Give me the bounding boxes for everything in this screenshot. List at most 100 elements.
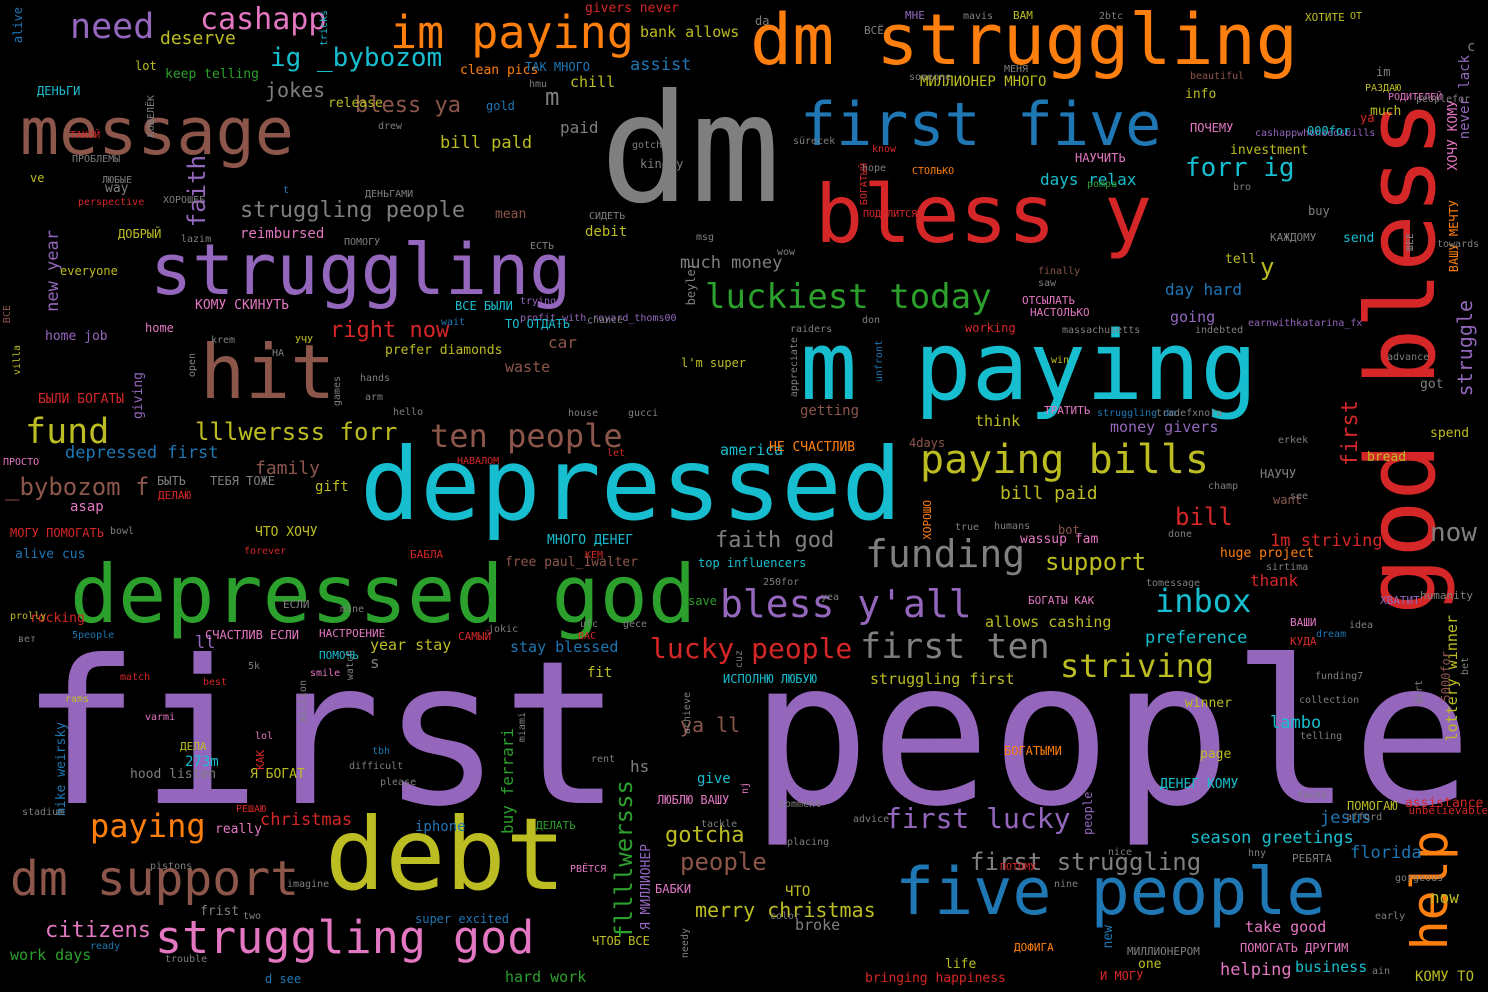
cloud-word: ll [195,633,216,653]
cloud-word: tackle [701,819,738,830]
cloud-word: depressed god [70,548,697,641]
cloud-word: mavis [963,11,994,22]
cloud-word: investment [1230,143,1309,158]
cloud-word: ПОДЕЛИТСЯ [863,209,918,220]
cloud-word: right now [330,318,450,343]
cloud-word: message [20,95,294,170]
cloud-word: bless y'all [720,582,972,626]
cloud-word: y [1260,253,1275,281]
cloud-word: work days [10,946,92,964]
cloud-word: preference [1145,628,1248,648]
cloud-word: ОТСЫЛАТЬ [1022,294,1075,307]
cloud-word: ДЕЛА [180,740,207,753]
cloud-word: ya ll [680,713,741,737]
cloud-word: cashappwhoneedsbills [1255,128,1376,139]
cloud-word: tomessage [1146,578,1201,589]
cloud-word: faces [1297,790,1328,801]
cloud-word: finally [1038,266,1081,277]
cloud-word: jesus [1320,808,1372,828]
cloud-word: striving [1060,647,1215,685]
cloud-word: chance [587,315,624,326]
cloud-word: first [1338,400,1363,467]
cloud-word: ОТ [1350,11,1363,22]
cloud-word: ДЕНЕГ КОМУ [1160,777,1239,792]
cloud-word: allows cashing [985,613,1112,631]
cloud-word: stadium [22,807,65,818]
cloud-word: faith [183,155,211,228]
cloud-word: РВЁТСЯ [570,864,607,875]
cloud-word: 5k [248,661,261,672]
cloud-word: ready [90,941,121,952]
cloud-word: БОГАТЫМИ [1004,744,1062,758]
cloud-word: cashapp [200,2,327,37]
cloud-word: ДОБРЫЙ [118,227,162,241]
cloud-word: ЧТО ХОЧУ [255,525,318,540]
cloud-word: drew [378,121,403,132]
cloud-word: mean [495,207,527,222]
cloud-word: im paying [390,6,634,59]
cloud-word: ТАКОЙ [70,130,101,141]
cloud-word: bless ya [355,93,461,118]
cloud-word: ВСЕ [2,305,13,324]
cloud-word: citizens [45,918,151,943]
cloud-word: gotcha [665,823,745,848]
cloud-word: УЧУ [295,335,314,346]
cloud-word: pompa [1087,179,1118,190]
cloud-word: НАВАЛОМ [457,456,500,467]
cloud-word: watch [345,650,356,681]
cloud-word: buy ferrari [498,728,517,834]
cloud-word: everyone [60,264,118,278]
cloud-word: вет [18,634,37,645]
cloud-word: ПОМОГАЮ [1347,799,1398,813]
cloud-word: true [955,522,980,533]
cloud-word: first five [800,90,1162,160]
cloud-word: massachusetts [1062,325,1141,336]
cloud-word: people dm [1081,770,1095,836]
cloud-word: И МОГУ [1100,969,1144,983]
cloud-word: НЕ СЧАСТЛИВ [769,440,856,455]
cloud-word: paid [560,118,599,137]
cloud-word: peoplefor [1416,94,1471,105]
cloud-word: early [1375,911,1406,922]
cloud-word: 2btc [1099,11,1124,22]
cloud-word: wow [777,247,796,258]
cloud-word: rocking [30,611,85,626]
cloud-word: unbelievable [1408,804,1488,817]
cloud-word: МИЛЛИОНЕР МНОГО [920,74,1047,90]
cloud-word: КЕМ [585,550,604,561]
cloud-word: humanity [1420,589,1473,602]
cloud-word: prolly [10,611,47,622]
cloud-word: ВАМ [1013,9,1033,22]
cloud-word: lazim [181,234,212,245]
cloud-word: ПОТОМУ [1000,862,1037,873]
cloud-word: comment [779,799,822,810]
cloud-word: bill [1175,503,1233,531]
cloud-word: iphone [415,819,466,835]
cloud-word: miami [517,712,528,743]
cloud-word: gece [623,619,648,630]
cloud-word: krem [211,335,236,346]
cloud-word: ufc [580,619,599,630]
cloud-word: bringing happiness [865,971,1006,986]
cloud-word: fllllwersss [610,780,638,939]
cloud-word: ain [1372,966,1391,977]
cloud-word: hmu [529,79,548,90]
cloud-word: debt [325,796,566,913]
cloud-word: games [332,376,343,407]
cloud-word: million [298,680,309,723]
cloud-word: trouble [165,954,208,965]
cloud-word: bro [1233,182,1252,193]
cloud-word: СТОЛЬКО [912,166,955,177]
cloud-word: gucci [628,408,659,419]
cloud-word: НАУЧИТЬ [1075,151,1126,165]
cloud-word: МИЛЛИОНЕРОМ [1127,945,1200,958]
cloud-word: ya [1360,111,1375,125]
cloud-word: lol [255,731,274,742]
cloud-word: achieve [682,692,693,735]
cloud-word: business [1295,958,1368,976]
cloud-word: nice [1108,847,1133,858]
cloud-word: don [862,315,881,326]
cloud-word: c [1467,39,1476,55]
cloud-word: ХВАТИТ [1380,594,1420,607]
